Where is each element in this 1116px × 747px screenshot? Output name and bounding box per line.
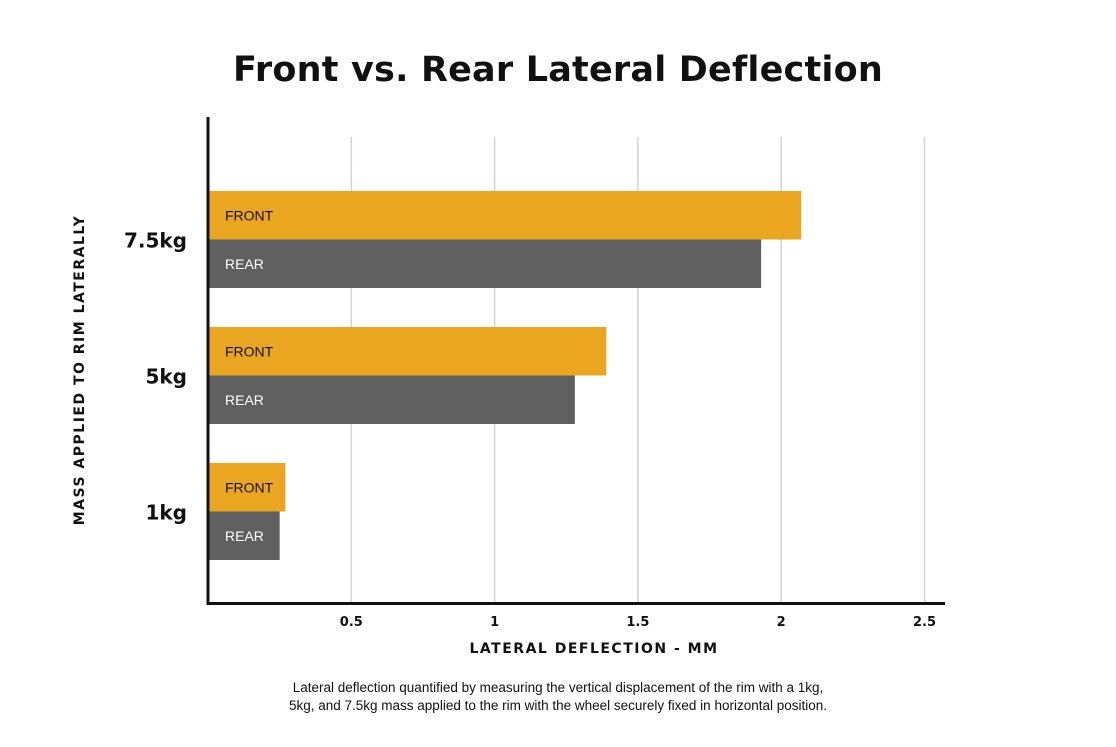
bar-label: REAR [225, 528, 264, 544]
bars [208, 191, 802, 560]
bar-rear [208, 239, 762, 288]
bar-label: FRONT [225, 343, 274, 359]
bar-label: FRONT [225, 479, 274, 495]
chart-title: Front vs. Rear Lateral Deflection [233, 50, 883, 90]
x-tick-label: 0.5 [340, 615, 363, 630]
bar-label: FRONT [225, 207, 274, 223]
bar-front [208, 191, 802, 240]
x-axis-title: LATERAL DEFLECTION - MM [470, 641, 719, 657]
x-tick-label: 1 [490, 615, 499, 630]
chart-caption: Lateral deflection quantified by measuri… [258, 679, 858, 715]
labels: 0.5 1 1.5 2 2.5 FRONT REAR 7.5kg FRONT REAR 5kg FRO… [124, 207, 936, 630]
bar-label: REAR [225, 256, 264, 272]
y-category-label: 7.5kg [124, 229, 187, 253]
y-category-label: 5kg [145, 365, 187, 389]
bar-rear [208, 511, 280, 560]
caption-line-2: 5kg, and 7.5kg mass applied to the rim w… [288, 698, 828, 713]
y-axis-title: MASS APPLIED TO RIM LATERALLY [72, 215, 88, 526]
bar-label: REAR [225, 392, 264, 408]
y-category-label: 1kg [145, 501, 187, 525]
axes [206, 117, 945, 605]
bar-rear [208, 375, 575, 424]
x-tick-label: 2 [777, 615, 786, 630]
bar-front [208, 327, 607, 376]
x-tick-label: 1.5 [626, 615, 649, 630]
x-tick-label: 2.5 [913, 615, 936, 630]
bar-front [208, 463, 286, 512]
caption-line-1: Lateral deflection quantified by measuri… [292, 680, 824, 695]
